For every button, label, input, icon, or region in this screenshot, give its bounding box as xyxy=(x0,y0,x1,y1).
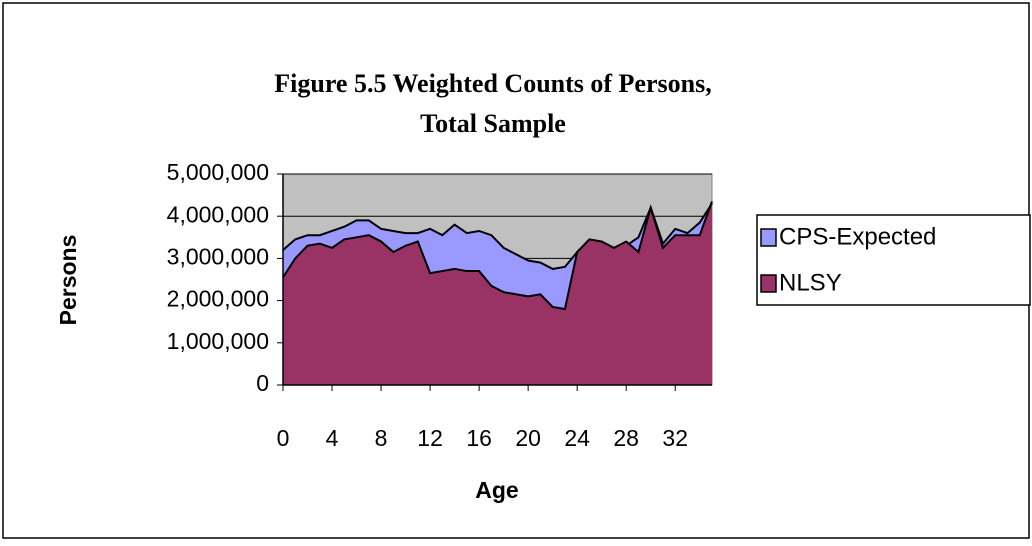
area-outline xyxy=(282,201,713,311)
legend-box xyxy=(756,214,1031,306)
legend-label: NLSY xyxy=(779,269,842,296)
area-outline xyxy=(282,202,713,270)
x-tick-label: 28 xyxy=(613,425,639,451)
x-tick-label: 20 xyxy=(515,425,541,451)
x-tick-label: 4 xyxy=(326,425,339,451)
x-tick-label: 12 xyxy=(417,425,443,451)
x-axis-title: Age xyxy=(475,477,518,503)
y-tick-label: 3,000,000 xyxy=(167,243,269,269)
y-tick-label: 1,000,000 xyxy=(167,328,269,354)
x-tick-label: 0 xyxy=(277,425,290,451)
legend-label: CPS-Expected xyxy=(779,223,936,250)
y-axis-title: Persons xyxy=(55,235,81,326)
chart-title: Figure 5.5 Weighted Counts of Persons, xyxy=(274,69,711,98)
x-tick-label: 32 xyxy=(662,425,688,451)
area-fill xyxy=(283,201,712,385)
legend-swatch xyxy=(760,274,777,293)
y-tick-label: 5,000,000 xyxy=(167,159,269,185)
legend-swatch xyxy=(760,228,777,247)
y-tick-label: 2,000,000 xyxy=(167,286,269,312)
x-tick-label: 24 xyxy=(564,425,590,451)
y-tick-label: 4,000,000 xyxy=(167,201,269,227)
y-tick-label: 0 xyxy=(256,370,269,396)
x-tick-label: 16 xyxy=(466,425,492,451)
chart-title: Total Sample xyxy=(420,109,566,138)
x-tick-label: 8 xyxy=(375,425,388,451)
